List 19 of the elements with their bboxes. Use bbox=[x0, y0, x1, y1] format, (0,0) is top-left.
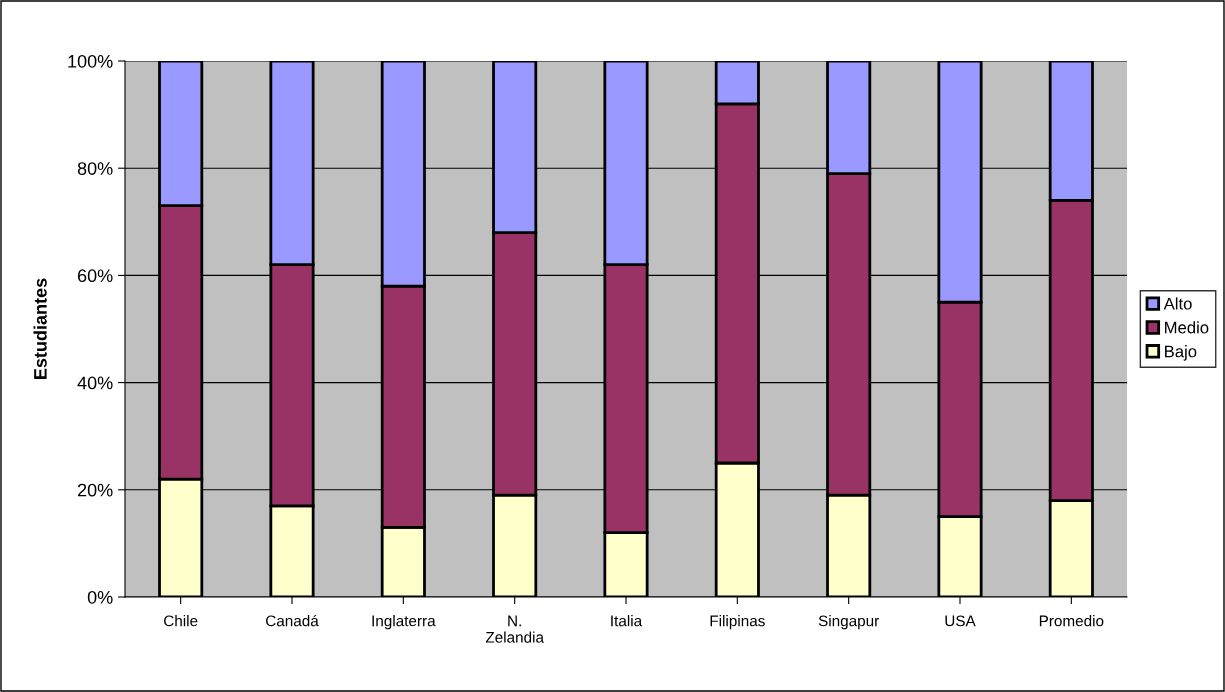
legend-label: Medio bbox=[1165, 321, 1209, 334]
x-tick-label: Chile bbox=[164, 615, 198, 627]
legend-label: Bajo bbox=[1165, 345, 1197, 361]
x-tick-label: Italia bbox=[611, 615, 643, 627]
y-tick-label: 40% bbox=[77, 376, 113, 390]
y-tick-label: 0% bbox=[87, 590, 113, 604]
x-tick-label: N. Zelandia bbox=[485, 615, 544, 643]
x-tick-label: USA bbox=[945, 615, 976, 627]
y-tick-label: 20% bbox=[77, 483, 113, 497]
y-tick-label: 100% bbox=[68, 54, 113, 68]
x-tick-label: Filipinas bbox=[710, 615, 765, 630]
x-tick-label: Inglaterra bbox=[372, 615, 436, 630]
x-tick-label: Singapur bbox=[818, 615, 879, 630]
y-tick-label: 80% bbox=[77, 162, 113, 175]
y-axis-title: Estudiantes bbox=[33, 278, 47, 379]
x-tick-label: Canadá bbox=[266, 614, 319, 627]
x-tick-label: Promedio bbox=[1039, 615, 1104, 627]
y-tick-label: 60% bbox=[77, 269, 113, 283]
legend-label: Alto bbox=[1163, 297, 1192, 310]
